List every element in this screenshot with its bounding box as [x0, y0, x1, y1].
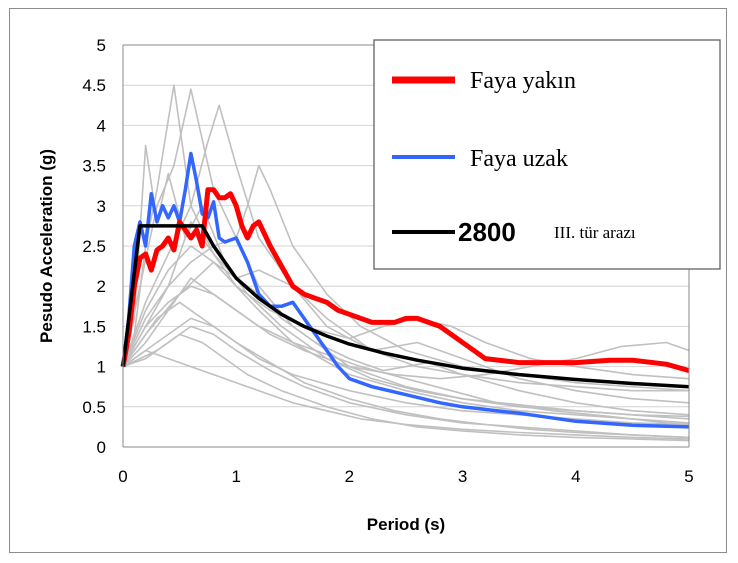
series-line-near: [120, 187, 690, 374]
y-tick-label: 5: [97, 36, 106, 55]
series-line-code: [121, 224, 690, 389]
legend-label-near: Faya yakın: [470, 68, 576, 94]
x-tick-label: 5: [684, 467, 693, 486]
y-tick-label: 0: [97, 438, 106, 457]
legend-label-code-suffix: III. tür arazı: [554, 223, 636, 242]
record-line-14: [122, 277, 690, 426]
y-tick-label: 4: [97, 116, 106, 135]
series-line-far: [121, 151, 690, 429]
y-tick-label: 2.5: [82, 237, 106, 256]
y-tick-label: 2: [97, 277, 106, 296]
x-tick-label: 1: [231, 467, 240, 486]
y-tick-label: 3.5: [82, 157, 106, 176]
record-line-12: [122, 349, 690, 440]
x-tick-label: 4: [571, 467, 580, 486]
tick-labels: 0 0.5 1 1.5 2 2.5 3 3.5 4 4.5 5 0 1 2 3 4 5: [82, 36, 693, 486]
record-line-9: [122, 317, 690, 439]
record-line-13: [122, 261, 690, 416]
x-axis-title: Period (s): [367, 515, 445, 534]
legend-label-far: Faya uzak: [470, 146, 568, 172]
legend-label-code: 2800: [458, 217, 516, 247]
legend: Faya yakın Faya uzak 2800 III. tür arazı: [373, 39, 721, 270]
y-tick-label: 1: [97, 358, 106, 377]
record-line-15: [122, 325, 690, 439]
x-tick-label: 2: [345, 467, 354, 486]
x-tick-label: 0: [118, 467, 127, 486]
x-tick-label: 3: [458, 467, 467, 486]
y-tick-label: 0.5: [82, 398, 106, 417]
series-lines: [120, 151, 690, 429]
y-tick-label: 4.5: [82, 76, 106, 95]
y-axis-title: Pesudo Acceleration (g): [37, 149, 56, 343]
y-tick-label: 3: [97, 197, 106, 216]
y-tick-label: 1.5: [82, 317, 106, 336]
record-line-11: [122, 221, 690, 404]
